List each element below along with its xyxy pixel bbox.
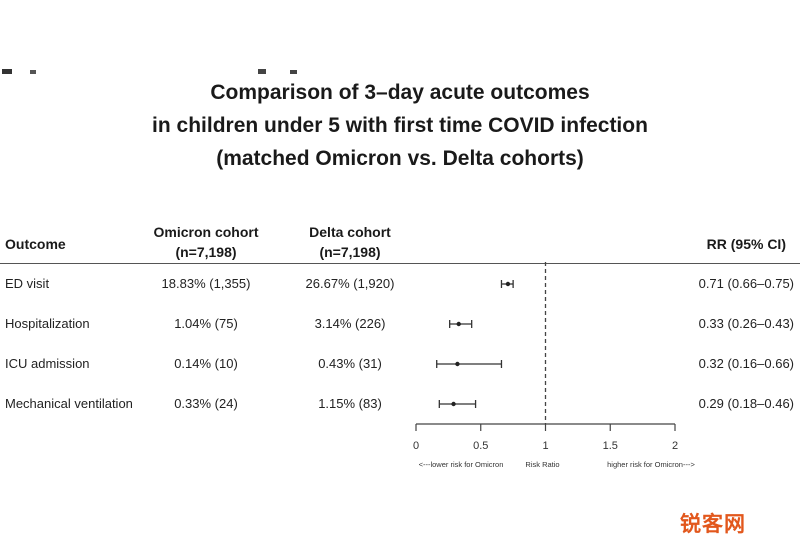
row-omicron-value: 1.04% (75) bbox=[174, 316, 238, 331]
row-rr-value: 0.29 (0.18–0.46) bbox=[698, 396, 794, 411]
cropped-text-fragment bbox=[2, 69, 297, 74]
column-header-outcome: Outcome bbox=[5, 236, 66, 252]
row-omicron-value: 18.83% (1,355) bbox=[161, 276, 251, 291]
point-estimate bbox=[505, 281, 511, 287]
x-tick-label: 1.5 bbox=[603, 440, 618, 452]
row-outcome-label: ICU admission bbox=[5, 356, 90, 371]
point-estimate bbox=[451, 401, 456, 407]
row-rr-value: 0.71 (0.66–0.75) bbox=[698, 276, 794, 291]
row-rr-value: 0.32 (0.16–0.66) bbox=[698, 356, 794, 371]
row-delta-value: 0.43% (31) bbox=[318, 356, 382, 371]
row-omicron-value: 0.14% (10) bbox=[174, 356, 238, 371]
x-axis-right-label: higher risk for Omicron---> bbox=[607, 460, 695, 469]
chart-title-line-3: (matched Omicron vs. Delta cohorts) bbox=[216, 147, 584, 170]
row-outcome-label: Hospitalization bbox=[5, 316, 90, 331]
column-header-delta-n: (n=7,198) bbox=[319, 244, 381, 260]
x-axis-title: Risk Ratio bbox=[525, 460, 559, 469]
column-header-omicron-n: (n=7,198) bbox=[175, 244, 237, 260]
x-tick-label: 0.5 bbox=[473, 440, 488, 452]
row-rr-value: 0.33 (0.26–0.43) bbox=[698, 316, 794, 331]
column-header-omicron-name: Omicron cohort bbox=[153, 224, 259, 240]
chart-title: Comparison of 3–day acute outcomes in ch… bbox=[0, 76, 800, 175]
x-tick-label: 0 bbox=[413, 440, 419, 452]
column-header-delta: Delta cohort (n=7,198) bbox=[285, 222, 415, 262]
chart-title-line-2: in children under 5 with first time COVI… bbox=[152, 114, 648, 137]
header-rule bbox=[0, 263, 800, 264]
column-header-delta-name: Delta cohort bbox=[309, 224, 391, 240]
watermark-logo: 锐客网 bbox=[680, 513, 746, 536]
row-omicron-value: 0.33% (24) bbox=[174, 396, 238, 411]
row-delta-value: 3.14% (226) bbox=[314, 316, 386, 331]
column-header-rr: RR (95% CI) bbox=[706, 236, 786, 252]
chart-title-line-1: Comparison of 3–day acute outcomes bbox=[210, 81, 590, 104]
x-axis-left-label: <---lower risk for Omicron bbox=[419, 460, 504, 469]
row-delta-value: 1.15% (83) bbox=[318, 396, 382, 411]
point-estimate bbox=[455, 361, 460, 367]
row-outcome-label: Mechanical ventilation bbox=[5, 396, 133, 411]
row-delta-value: 26.67% (1,920) bbox=[305, 276, 395, 291]
row-outcome-label: ED visit bbox=[5, 276, 50, 291]
x-tick-label: 1 bbox=[542, 440, 548, 452]
column-header-omicron: Omicron cohort (n=7,198) bbox=[141, 222, 271, 262]
point-estimate bbox=[456, 321, 461, 327]
x-tick-label: 2 bbox=[672, 440, 678, 452]
